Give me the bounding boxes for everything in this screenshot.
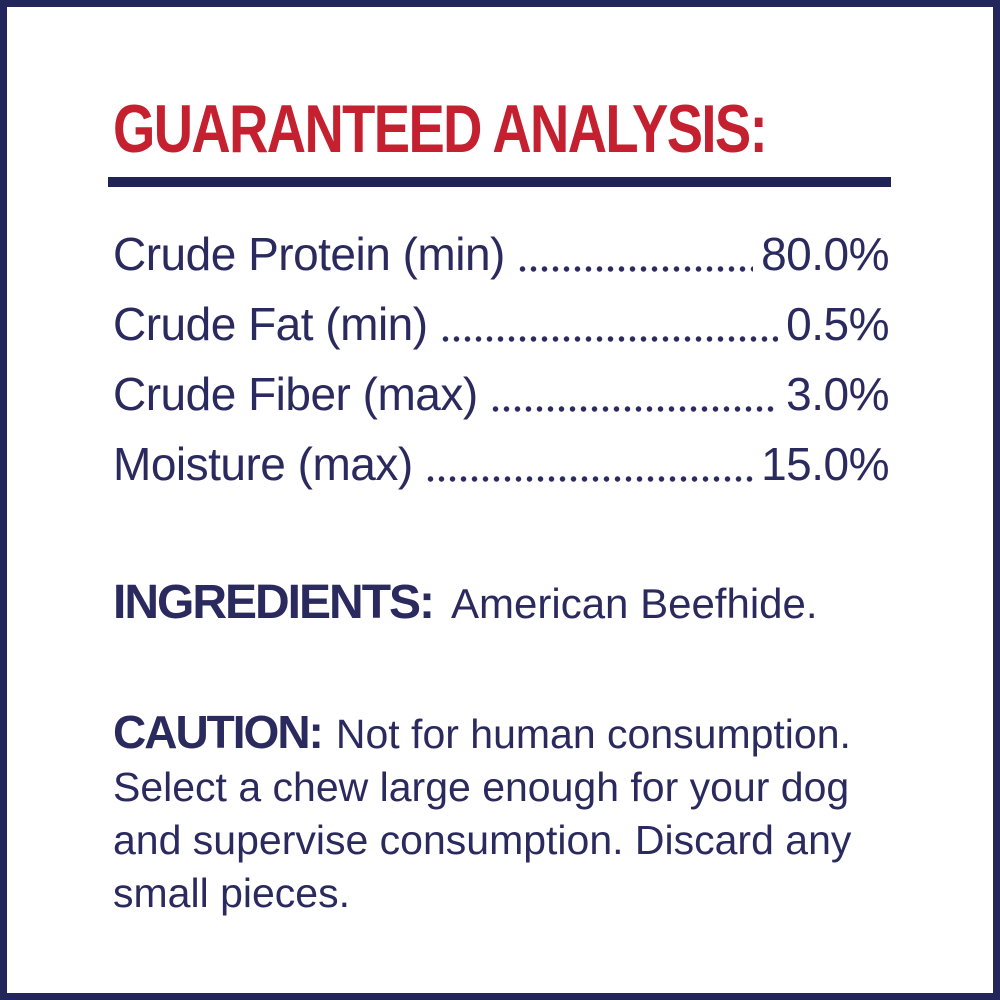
nutrient-label: Crude Fat (min) xyxy=(113,298,428,350)
caution-label: CAUTION: xyxy=(113,706,324,758)
dot-leader xyxy=(422,429,754,499)
guaranteed-analysis-table: Crude Protein (min) 80.0% Crude Fat (min… xyxy=(113,219,889,499)
caution-text: Not for human consumption. Select a chew… xyxy=(113,711,852,916)
table-row: Crude Fat (min) 0.5% xyxy=(113,289,889,359)
table-row: Crude Fiber (max) 3.0% xyxy=(113,359,889,429)
divider-rule xyxy=(108,177,891,187)
ingredients-line: INGREDIENTS: American Beefhide. xyxy=(113,573,889,634)
nutrient-label: Crude Fiber (max) xyxy=(113,368,478,420)
ingredients-label: INGREDIENTS: xyxy=(113,576,435,629)
guaranteed-analysis-title: GUARANTEED ANALYSIS: xyxy=(113,91,768,167)
caution-paragraph: CAUTION: Not for human consumption. Selec… xyxy=(113,706,889,920)
dot-leader xyxy=(487,359,779,429)
ingredients-value: American Beefhide. xyxy=(451,580,818,627)
table-row: Moisture (max) 15.0% xyxy=(113,429,889,499)
nutrient-value: 15.0% xyxy=(761,438,889,490)
nutrient-value: 3.0% xyxy=(786,368,889,420)
nutrient-value: 0.5% xyxy=(786,298,889,350)
nutrient-label: Moisture (max) xyxy=(113,438,413,490)
dot-leader xyxy=(437,289,779,359)
nutrient-label: Crude Protein (min) xyxy=(113,228,505,280)
table-row: Crude Protein (min) 80.0% xyxy=(113,219,889,289)
dot-leader xyxy=(514,219,754,289)
nutrient-value: 80.0% xyxy=(761,228,889,280)
